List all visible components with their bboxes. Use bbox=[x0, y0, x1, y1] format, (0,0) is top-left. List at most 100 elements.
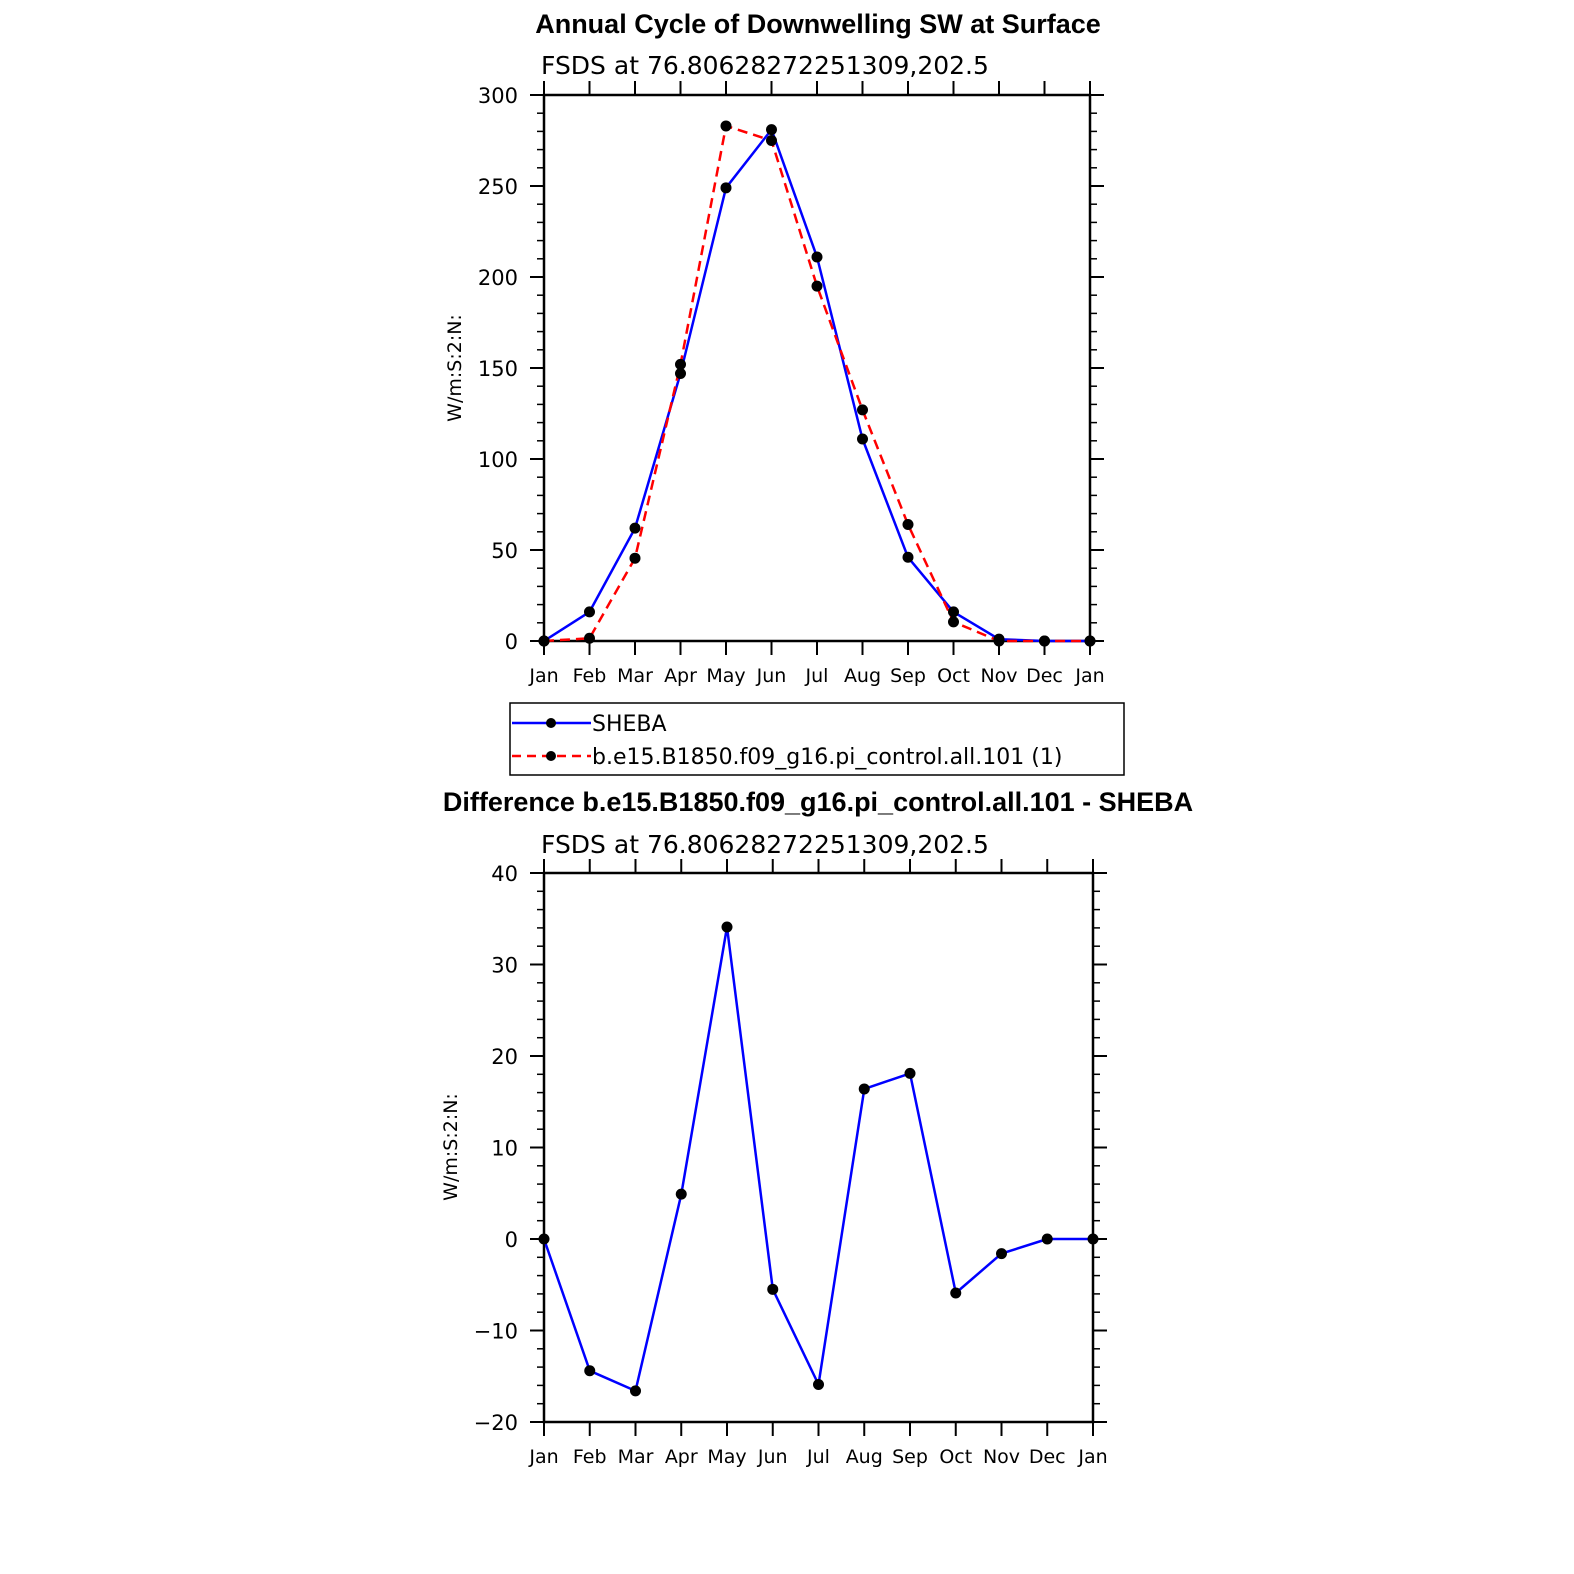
data-point bbox=[630, 1385, 641, 1397]
chart-subtitle: FSDS at 76.80628272251309,202.5 bbox=[541, 51, 989, 80]
x-tick-label: May bbox=[707, 1446, 746, 1468]
y-tick-label: 100 bbox=[478, 448, 518, 472]
y-tick-label: 0 bbox=[505, 630, 518, 654]
data-point bbox=[675, 1188, 687, 1200]
y-tick-label: 20 bbox=[491, 1045, 518, 1069]
y-axis-label: W/m:S:2:N: bbox=[444, 314, 466, 422]
series-line-0 bbox=[543, 128, 1090, 643]
x-tick-label: Sep bbox=[890, 665, 926, 687]
plot-frame bbox=[542, 93, 1092, 643]
series-group bbox=[538, 921, 1099, 1397]
data-point bbox=[811, 280, 823, 292]
difference-chart: Difference b.e15.B1850.f09_g16.pi_contro… bbox=[440, 787, 1193, 1468]
y-axis-label: W/m:S:2:N: bbox=[440, 1093, 462, 1201]
data-point bbox=[767, 1283, 779, 1295]
x-tick-label: Jan bbox=[1077, 1446, 1107, 1468]
chart-title: Annual Cycle of Downwelling SW at Surfac… bbox=[535, 9, 1101, 39]
y-tick-label: −10 bbox=[474, 1320, 518, 1344]
plot-frame bbox=[542, 871, 1095, 1424]
legend-box bbox=[509, 702, 1125, 776]
annual-cycle-chart: Annual Cycle of Downwelling SW at Surfac… bbox=[444, 9, 1125, 776]
data-point bbox=[629, 552, 641, 564]
legend-marker-sheba bbox=[546, 718, 556, 728]
series-line-1 bbox=[543, 124, 1090, 643]
y-tick-label: 10 bbox=[491, 1137, 518, 1161]
x-tick-label: Jun bbox=[756, 665, 787, 687]
chart-subtitle: FSDS at 76.80628272251309,202.5 bbox=[541, 830, 989, 859]
data-point bbox=[811, 251, 823, 263]
y-tick-label: 200 bbox=[478, 266, 518, 290]
y-tick-label: 30 bbox=[491, 954, 518, 978]
x-tick-label: Jan bbox=[528, 665, 558, 687]
data-point bbox=[766, 124, 777, 136]
data-point bbox=[538, 635, 550, 647]
data-point bbox=[1039, 635, 1050, 647]
x-tick-label: Nov bbox=[983, 1446, 1020, 1468]
series-group bbox=[538, 120, 1096, 647]
data-point bbox=[858, 1083, 870, 1095]
data-point bbox=[902, 551, 914, 563]
y-ticks: 0 50 100 150 200 250 300 bbox=[478, 84, 1104, 654]
legend-label-sheba: SHEBA bbox=[592, 712, 667, 737]
y-tick-label: 40 bbox=[491, 862, 518, 886]
data-point bbox=[721, 921, 733, 933]
y-tick-label: −20 bbox=[474, 1411, 518, 1435]
x-ticks: Jan Feb Mar Apr May Jun Jul Aug Sep Oct Nov Dec Jan bbox=[528, 859, 1108, 1468]
x-tick-label: Jan bbox=[528, 1446, 558, 1468]
y-ticks: −20 −10 0 10 20 30 40 bbox=[474, 862, 1107, 1435]
data-point bbox=[720, 182, 732, 194]
chart-title: Difference b.e15.B1850.f09_g16.pi_contro… bbox=[443, 787, 1193, 817]
legend: SHEBA b.e15.B1850.f09_g16.pi_control.all… bbox=[509, 702, 1125, 776]
data-point bbox=[902, 519, 914, 531]
data-point bbox=[813, 1378, 824, 1390]
x-tick-label: Nov bbox=[980, 665, 1017, 687]
data-point bbox=[1041, 1233, 1053, 1245]
y-tick-label: 250 bbox=[478, 175, 518, 199]
data-point bbox=[857, 433, 868, 445]
x-tick-label: Jan bbox=[1074, 665, 1104, 687]
x-tick-label: Dec bbox=[1029, 1446, 1066, 1468]
x-tick-label: Jun bbox=[757, 1446, 788, 1468]
data-point bbox=[857, 404, 868, 416]
data-point bbox=[993, 635, 1005, 647]
y-tick-label: 50 bbox=[491, 539, 518, 563]
data-point bbox=[629, 522, 641, 534]
data-point bbox=[948, 606, 959, 618]
y-tick-label: 150 bbox=[478, 357, 518, 381]
x-ticks: Jan Feb Mar Apr May Jun Jul Aug Sep Oct Nov Dec Jan bbox=[528, 81, 1105, 687]
x-tick-label: Feb bbox=[573, 1446, 607, 1468]
data-point bbox=[584, 1365, 596, 1377]
data-point bbox=[904, 1067, 916, 1079]
x-tick-label: Mar bbox=[618, 1446, 654, 1468]
x-tick-label: Dec bbox=[1026, 665, 1063, 687]
data-point bbox=[1087, 1233, 1099, 1245]
series-line-0 bbox=[542, 925, 1093, 1393]
x-tick-label: Aug bbox=[844, 665, 881, 687]
data-point bbox=[675, 367, 686, 379]
y-tick-label: 300 bbox=[478, 84, 518, 108]
x-tick-label: Jul bbox=[806, 1446, 830, 1468]
data-point bbox=[720, 120, 732, 132]
data-point bbox=[538, 1233, 550, 1245]
x-tick-label: Sep bbox=[892, 1446, 928, 1468]
x-tick-label: Mar bbox=[617, 665, 653, 687]
data-point bbox=[1084, 635, 1096, 647]
data-point bbox=[584, 632, 595, 644]
data-point bbox=[948, 616, 959, 628]
legend-label-model: b.e15.B1850.f09_g16.pi_control.all.101 (… bbox=[592, 745, 1062, 770]
x-tick-label: Feb bbox=[573, 665, 607, 687]
data-point bbox=[766, 135, 777, 146]
legend-marker-model bbox=[546, 751, 556, 761]
x-tick-label: Apr bbox=[665, 1446, 698, 1468]
data-point bbox=[584, 606, 595, 618]
x-tick-label: Apr bbox=[664, 665, 697, 687]
y-tick-label: 0 bbox=[505, 1228, 518, 1252]
data-point bbox=[950, 1287, 962, 1299]
x-tick-label: Aug bbox=[846, 1446, 883, 1468]
x-tick-label: Oct bbox=[937, 665, 970, 687]
x-tick-label: Oct bbox=[939, 1446, 972, 1468]
x-tick-label: Jul bbox=[805, 665, 829, 687]
data-point bbox=[675, 358, 686, 370]
x-tick-label: May bbox=[706, 665, 745, 687]
